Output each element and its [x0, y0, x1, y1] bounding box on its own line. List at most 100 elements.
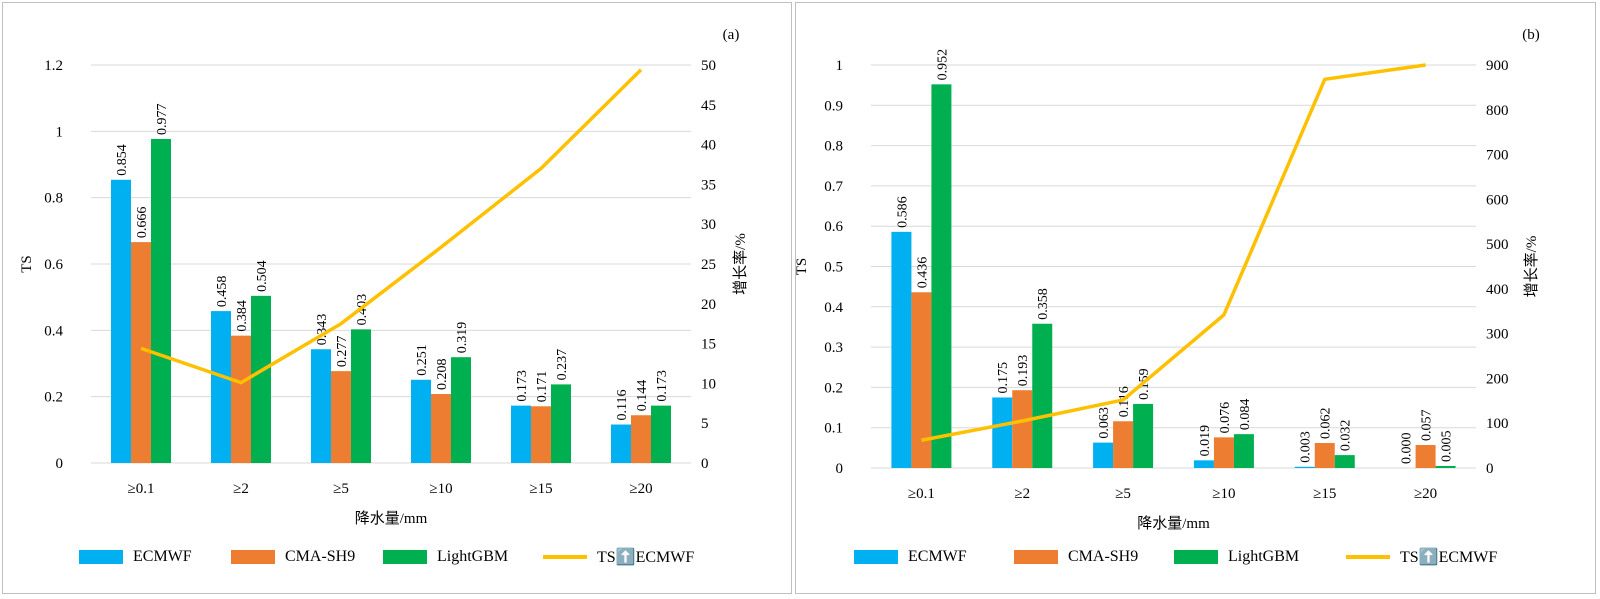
- bar: [1435, 465, 1456, 468]
- y2-tick-label: 0: [701, 456, 709, 472]
- x-tick-label: ≥10: [429, 481, 452, 497]
- y2-axis-title: 增长率/%: [732, 233, 749, 295]
- data-label: 0.171: [535, 371, 550, 403]
- x-tick-label: ≥0.1: [128, 481, 155, 497]
- y-tick-label: 0.4: [824, 300, 843, 316]
- bar: [411, 379, 431, 463]
- data-label: 0.208: [435, 359, 450, 391]
- legend-item-lightgbm: LightGBM: [383, 548, 508, 566]
- y2-tick-label: 40: [701, 138, 716, 154]
- x-tick-label: ≥10: [1212, 486, 1235, 502]
- y2-tick-label: 600: [1486, 192, 1509, 208]
- data-label: 0.084: [1238, 399, 1253, 431]
- y-tick-label: 0.8: [44, 191, 63, 207]
- data-label: 0.237: [555, 349, 570, 381]
- y2-tick-label: 400: [1486, 282, 1509, 298]
- legend-label: ECMWF: [908, 548, 967, 565]
- y-tick-label: 0.9: [824, 98, 843, 114]
- bar: [1012, 390, 1033, 468]
- legend-swatch: [854, 550, 898, 564]
- legend-label: ECMWF: [133, 548, 192, 565]
- bar: [1193, 460, 1214, 468]
- bar: [431, 394, 451, 463]
- bar: [111, 179, 131, 464]
- data-label: 0.436: [915, 257, 930, 289]
- bar: [631, 415, 651, 463]
- y-tick-label: 0: [836, 461, 844, 477]
- data-label: 0.504: [255, 260, 270, 292]
- legend-item-ecmwf: ECMWF: [79, 548, 192, 566]
- chart-panel-b: 0 0.1 0.2 0.3 0.4 0.5 0.6 0.7 0.8 0.9 1 0 100 200 300 4…: [795, 2, 1596, 594]
- y-tick-label: 0.1: [824, 421, 843, 437]
- bar: [251, 295, 271, 463]
- y-axis-title: TS: [19, 255, 35, 273]
- y2-axis-title: 增长率/%: [1523, 236, 1540, 298]
- y2-tick-label: 200: [1486, 371, 1509, 387]
- y-tick-label: 0.2: [44, 390, 63, 406]
- x-tick-label: ≥20: [1414, 486, 1437, 502]
- y2-tick-label: 25: [701, 257, 716, 273]
- data-label: 0.062: [1319, 408, 1334, 440]
- bar: [611, 424, 631, 463]
- data-label: 0.854: [115, 144, 130, 176]
- line-series: [921, 63, 1426, 442]
- y-tick-label: 1: [56, 124, 64, 140]
- legend-label: CMA-SH9: [285, 548, 356, 565]
- y-tick-label: 0.4: [44, 323, 63, 339]
- y2-tick-label: 15: [701, 337, 716, 353]
- chart-panel-a: 0 0.2 0.4 0.6 0.8 1 1.2 0 5 10 15 20 25 30 35 40 45 50 0.8…: [2, 2, 792, 594]
- data-label: 0.076: [1218, 402, 1233, 434]
- bar: [911, 292, 932, 468]
- legend-swatch: [383, 550, 427, 564]
- data-label: 0.586: [895, 196, 910, 227]
- data-label: 0.159: [1137, 368, 1152, 400]
- bar: [651, 405, 671, 463]
- bar: [1415, 445, 1436, 468]
- x-tick-label: ≥15: [1313, 486, 1336, 502]
- bar: [1133, 403, 1154, 468]
- legend-item-cma-sh9: CMA-SH9: [1014, 548, 1138, 566]
- legend-swatch: [1346, 555, 1390, 559]
- bar: [351, 329, 371, 463]
- y2-tick-label: 20: [701, 297, 716, 313]
- y2-tick-label: 50: [701, 58, 716, 74]
- legend-item-lightgbm: LightGBM: [1174, 548, 1299, 566]
- x-tick-label: ≥15: [529, 481, 552, 497]
- bar: [211, 311, 231, 463]
- bar: [931, 84, 952, 469]
- bar: [531, 406, 551, 463]
- data-label: 0.952: [935, 49, 950, 81]
- bar: [1294, 466, 1315, 468]
- bar: [1334, 455, 1355, 468]
- panel-tag: (a): [723, 27, 740, 43]
- bar: [311, 349, 331, 463]
- panel-tag: (b): [1522, 27, 1540, 43]
- bar: [151, 138, 171, 463]
- data-label: 0.977: [155, 103, 170, 135]
- y-tick-label: 1: [836, 58, 844, 74]
- bar: [331, 371, 351, 463]
- y2-tick-label: 500: [1486, 237, 1509, 253]
- data-label: 0.358: [1036, 288, 1051, 320]
- bar: [1314, 443, 1335, 468]
- bar: [1233, 434, 1254, 468]
- bar: [1213, 437, 1234, 468]
- data-label: 0.173: [655, 370, 670, 402]
- x-tick-label: ≥5: [1115, 486, 1131, 502]
- data-label: 0.458: [215, 276, 230, 308]
- legend-swatch: [1014, 550, 1058, 564]
- legend-a: ECMWF CMA-SH9 LightGBM TS⬆️ECMWF: [3, 545, 791, 569]
- x-tick-label: ≥5: [333, 481, 349, 497]
- data-label: 0.403: [355, 294, 370, 326]
- legend-swatch: [1174, 550, 1218, 564]
- legend-swatch: [79, 550, 123, 564]
- y2-tick-label: 45: [701, 98, 716, 114]
- data-label: 0.063: [1097, 407, 1112, 439]
- legend-item-ts-ecmwf: TS⬆️ECMWF: [543, 547, 694, 567]
- line-series: [140, 68, 643, 385]
- legend-label: CMA-SH9: [1068, 548, 1139, 565]
- legend-item-cma-sh9: CMA-SH9: [231, 548, 355, 566]
- legend-label: LightGBM: [437, 548, 509, 565]
- y2-tick-label: 900: [1486, 58, 1509, 74]
- legend-label: LightGBM: [1228, 548, 1300, 565]
